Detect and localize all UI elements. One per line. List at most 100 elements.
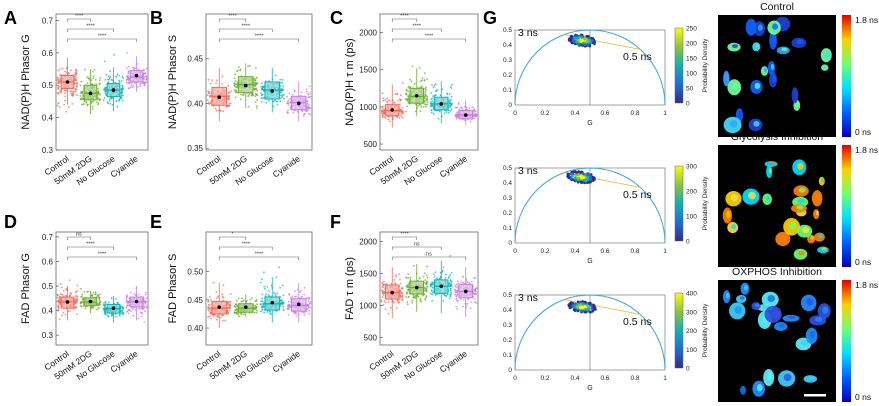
data-point bbox=[105, 90, 108, 93]
data-point bbox=[57, 308, 60, 311]
data-point bbox=[234, 96, 237, 99]
data-point bbox=[56, 296, 59, 299]
data-point bbox=[84, 307, 87, 309]
data-point bbox=[221, 75, 224, 78]
data-point bbox=[215, 291, 218, 293]
cell-nucleus bbox=[788, 315, 796, 319]
data-point bbox=[425, 105, 427, 108]
density-point bbox=[583, 305, 587, 308]
data-point bbox=[293, 290, 296, 293]
density-point bbox=[569, 306, 572, 309]
data-point bbox=[401, 116, 404, 119]
data-point bbox=[456, 111, 458, 114]
data-point bbox=[307, 96, 310, 99]
data-point bbox=[455, 305, 458, 308]
data-point bbox=[221, 314, 223, 317]
data-point bbox=[111, 79, 114, 81]
data-point bbox=[419, 110, 422, 113]
plot-frame bbox=[379, 231, 479, 346]
phasor-x-tick: 0 bbox=[513, 110, 517, 117]
cell-nucleus bbox=[738, 111, 743, 117]
data-point bbox=[435, 277, 438, 280]
data-point bbox=[287, 100, 289, 103]
data-point bbox=[434, 83, 437, 86]
data-point bbox=[287, 313, 290, 316]
density-point bbox=[589, 175, 592, 178]
data-point bbox=[105, 74, 108, 76]
data-point bbox=[102, 99, 105, 101]
density-point bbox=[584, 173, 587, 177]
density-point bbox=[570, 176, 573, 180]
data-point bbox=[63, 103, 66, 106]
mean-marker bbox=[439, 102, 444, 106]
sig-bracket bbox=[218, 38, 300, 42]
data-point bbox=[261, 308, 264, 311]
data-point bbox=[426, 103, 428, 106]
data-point bbox=[432, 95, 434, 97]
data-point bbox=[145, 291, 147, 294]
data-point bbox=[234, 73, 237, 76]
phasor-x-tick: 0.8 bbox=[630, 248, 639, 255]
density-point bbox=[581, 44, 584, 47]
phasor-y-tick: 0.3 bbox=[503, 322, 512, 329]
data-point bbox=[74, 296, 77, 298]
density-point bbox=[587, 181, 591, 184]
density-point bbox=[583, 181, 586, 185]
data-point bbox=[260, 300, 263, 302]
data-point bbox=[64, 92, 67, 95]
density-point bbox=[579, 303, 582, 306]
data-point bbox=[75, 76, 77, 78]
data-point bbox=[143, 321, 146, 323]
data-point bbox=[455, 284, 457, 287]
data-point bbox=[91, 307, 94, 309]
data-point bbox=[137, 317, 140, 320]
data-point bbox=[301, 295, 304, 298]
data-point bbox=[216, 315, 219, 318]
cell-nucleus bbox=[780, 19, 787, 27]
data-point bbox=[393, 301, 395, 304]
data-point bbox=[432, 291, 434, 294]
sig-label: ns bbox=[414, 242, 420, 248]
data-point bbox=[255, 306, 258, 309]
data-point bbox=[261, 93, 264, 96]
density-point bbox=[575, 170, 578, 174]
sig-label: ns bbox=[76, 232, 82, 238]
data-point bbox=[273, 292, 275, 294]
data-point bbox=[412, 296, 415, 299]
data-point bbox=[473, 289, 476, 292]
density-point bbox=[569, 172, 573, 176]
colorbar bbox=[674, 27, 684, 104]
data-point bbox=[420, 106, 423, 108]
box-group-cyanide bbox=[286, 81, 312, 122]
data-point bbox=[303, 314, 306, 316]
data-point bbox=[142, 77, 145, 80]
data-point bbox=[230, 90, 232, 92]
data-point bbox=[228, 95, 231, 97]
data-point bbox=[425, 86, 427, 89]
density-point bbox=[574, 179, 578, 182]
data-point bbox=[431, 293, 433, 296]
density-point bbox=[570, 41, 574, 45]
cell-nucleus bbox=[748, 191, 756, 200]
data-point bbox=[446, 92, 449, 95]
data-point bbox=[70, 69, 72, 72]
data-point bbox=[254, 95, 257, 98]
data-point bbox=[397, 99, 400, 102]
data-point bbox=[91, 105, 94, 108]
data-point bbox=[382, 105, 385, 108]
data-point bbox=[445, 111, 448, 114]
data-point bbox=[215, 79, 218, 82]
data-point bbox=[462, 299, 465, 301]
data-point bbox=[99, 301, 101, 304]
data-point bbox=[75, 88, 77, 90]
data-point bbox=[409, 86, 411, 89]
data-point bbox=[126, 51, 128, 54]
data-point bbox=[97, 103, 99, 106]
data-point bbox=[276, 100, 279, 103]
data-point bbox=[104, 304, 106, 307]
data-point bbox=[91, 108, 94, 110]
data-point bbox=[97, 102, 100, 104]
density-point bbox=[582, 172, 585, 175]
data-point bbox=[253, 79, 256, 82]
data-point bbox=[266, 311, 269, 313]
